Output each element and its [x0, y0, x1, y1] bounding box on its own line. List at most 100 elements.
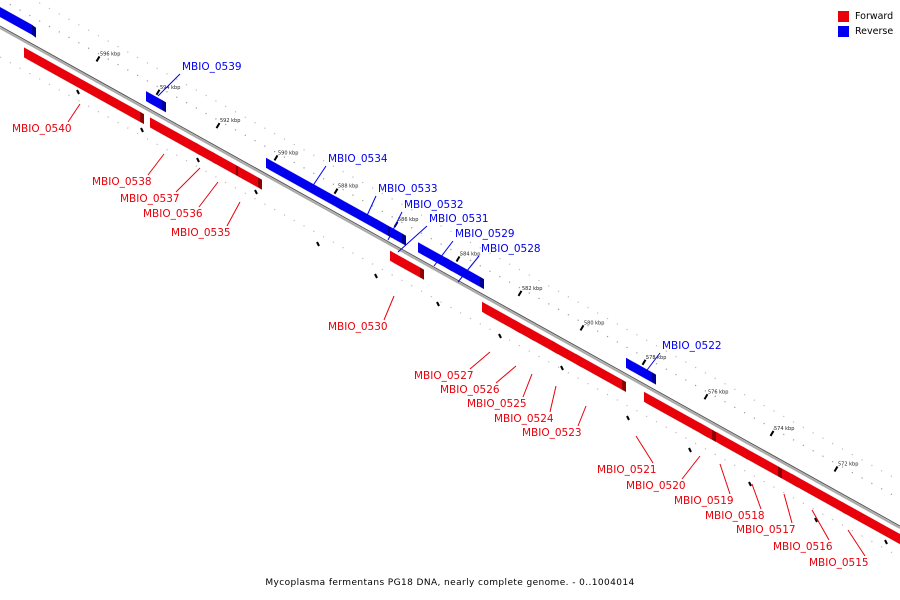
gene-top	[146, 91, 166, 103]
gene-bottom	[266, 167, 342, 211]
gene-side	[140, 111, 144, 125]
gene-bottom	[528, 337, 558, 355]
gene-mbio_0536-block[interactable]	[212, 151, 240, 178]
gene-label[interactable]: MBIO_0518	[705, 510, 765, 522]
tick-mark	[769, 430, 775, 437]
gene-face	[212, 151, 236, 176]
gene-mbio_0528-block[interactable]	[446, 257, 484, 290]
gene-label[interactable]: MBIO_0536	[143, 208, 203, 220]
gene-face	[238, 166, 258, 188]
gene-mbio_0532-block[interactable]	[376, 218, 392, 238]
tick-label: 580 kbp	[584, 320, 604, 326]
gene-face	[446, 257, 480, 287]
gene-mbio_0516-block[interactable]	[792, 474, 846, 515]
gene-label[interactable]: MBIO_0539	[182, 61, 242, 73]
gene-mbio_0520-block[interactable]	[700, 422, 716, 442]
gene-face	[716, 431, 744, 458]
gene-face	[418, 242, 448, 269]
gene-label[interactable]: MBIO_0535	[171, 227, 231, 239]
minor-tick	[196, 157, 200, 163]
gene-label[interactable]: MBIO_0526	[440, 384, 500, 396]
gene-leader-line	[67, 103, 81, 123]
gene-leader-line	[157, 73, 181, 97]
gene-face	[0, 7, 32, 35]
gene-mbio_0534-block[interactable]	[266, 157, 342, 211]
gene-mbio_0531-block[interactable]	[390, 226, 406, 246]
gene-mbio_0522-block[interactable]	[626, 357, 656, 385]
gene-label[interactable]: MBIO_0534	[328, 153, 388, 165]
tick-label: 596 kbp	[100, 51, 120, 57]
gene-label[interactable]: MBIO_0520	[626, 480, 686, 492]
tick-label: 584 kbp	[460, 251, 480, 257]
gene-label[interactable]: MBIO_0530	[328, 321, 388, 333]
gene-side	[32, 24, 36, 38]
gene-top	[266, 157, 342, 201]
minor-tick	[436, 301, 440, 307]
gene-bottom	[644, 401, 708, 438]
gene-mbio_0539-block[interactable]	[146, 91, 166, 113]
tick-label: 588 kbp	[338, 184, 358, 190]
tick-mark	[95, 55, 101, 62]
tick-label: 572 kbp	[838, 461, 858, 467]
gene-label[interactable]: MBIO_0515	[809, 557, 869, 569]
minor-tick	[76, 89, 80, 95]
gene-face	[644, 391, 704, 436]
backbone-line	[0, 27, 900, 529]
figure-caption: Mycoplasma fermentans PG18 DNA, nearly c…	[265, 578, 635, 588]
gene-label[interactable]: MBIO_0525	[467, 398, 527, 410]
gene-label[interactable]: MBIO_0522	[662, 340, 722, 352]
tick-mark	[703, 393, 709, 400]
gene-bottom	[390, 260, 424, 280]
gene-label[interactable]: MBIO_0531	[429, 213, 489, 225]
gene-leader-line	[522, 373, 533, 398]
gene-label[interactable]: MBIO_0529	[455, 228, 515, 240]
gene-mbio_0529-block[interactable]	[418, 242, 452, 272]
gene-mbio_0518-block[interactable]	[742, 446, 782, 479]
backbone-edge	[0, 25, 900, 527]
scale-ticks: 596 kbp 594 kbp 592 kbp 590 kbp 588 kbp 586 k…	[76, 51, 888, 545]
gene-label[interactable]: MBIO_0532	[404, 199, 464, 211]
gene-mbio_0535-block[interactable]	[238, 166, 262, 190]
gene-mbio_0521-block[interactable]	[644, 391, 708, 438]
gene-mbio_0540-block[interactable]	[24, 47, 144, 125]
gene-label[interactable]: MBIO_0519	[674, 495, 734, 507]
gene-label[interactable]: MBIO_0517	[736, 524, 796, 536]
minor-tick	[140, 127, 144, 133]
gene-label[interactable]: MBIO_0521	[597, 464, 657, 476]
gene-mbio_0515-block[interactable]	[842, 501, 900, 547]
gene-bottom	[792, 484, 846, 515]
gene-label[interactable]: MBIO_0533	[378, 183, 438, 195]
gene-mbio_0523-block[interactable]	[576, 354, 626, 392]
gene-face	[742, 446, 778, 477]
gene-mbio_0524-block[interactable]	[552, 340, 582, 368]
gene-mbio_0525-block[interactable]	[528, 327, 558, 355]
gene-label[interactable]: MBIO_0540	[12, 123, 72, 135]
gene-label[interactable]: MBIO_0516	[773, 541, 833, 553]
gene-top	[528, 327, 558, 345]
gene-leader-line	[383, 295, 395, 321]
gene-face	[576, 354, 622, 390]
legend-forward: Forward	[838, 9, 893, 24]
tick-label: 590 kbp	[278, 150, 298, 156]
gene-label[interactable]: MBIO_0524	[494, 413, 554, 425]
legend-forward-label: Forward	[855, 11, 894, 22]
gene-mbio_0530-block[interactable]	[390, 250, 424, 280]
gene-face	[626, 357, 652, 383]
gene-side	[712, 429, 716, 442]
gene-label[interactable]: MBIO_0527	[414, 370, 474, 382]
gene-label[interactable]: MBIO_0538	[92, 176, 152, 188]
gene-leader-line	[783, 493, 793, 524]
gene-side	[402, 233, 406, 246]
gene-bottom	[716, 441, 748, 460]
gene-label[interactable]: MBIO_0537	[120, 193, 180, 205]
gene-label[interactable]: MBIO_0528	[481, 243, 541, 255]
gene-top	[552, 340, 582, 358]
gene-bottom	[700, 432, 716, 442]
minor-tick	[748, 481, 752, 487]
gene-side	[622, 379, 626, 392]
gene-face	[24, 47, 140, 122]
legend: Forward Reverse	[838, 9, 893, 39]
minor-tick	[254, 189, 258, 195]
gene-label[interactable]: MBIO_0523	[522, 427, 582, 439]
